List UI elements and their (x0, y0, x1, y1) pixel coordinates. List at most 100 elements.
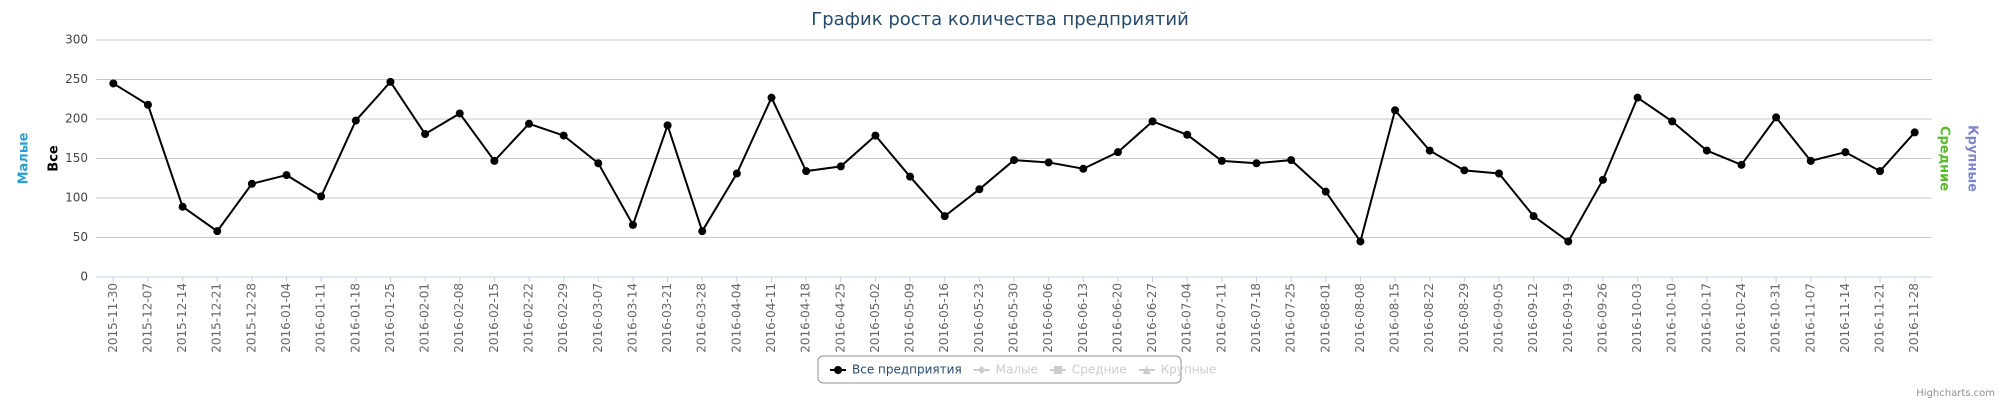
x-tick-label: 2016-10-17 (1699, 283, 1713, 353)
point (247, 179, 256, 188)
point (143, 100, 152, 109)
point (698, 227, 707, 236)
x-tick-label: 2015-12-07 (140, 283, 154, 353)
x-tick-label: 2016-01-11 (314, 283, 328, 353)
point (1148, 117, 1157, 126)
legend-item[interactable]: Средние (1072, 363, 1127, 377)
x-tick-label: 2016-01-18 (348, 283, 362, 353)
y-tick-label: 250 (65, 72, 88, 86)
x-tick-label: 2016-08-22 (1422, 283, 1436, 353)
point (594, 159, 603, 168)
x-tick-label: 2016-07-11 (1214, 283, 1228, 353)
legend-marker (977, 366, 986, 374)
x-tick-label: 2016-11-21 (1873, 283, 1887, 353)
x-tick-label: 2015-12-14 (175, 283, 189, 353)
y-tick-label: 300 (65, 33, 88, 47)
y-axis-title: Все (47, 145, 62, 172)
point (628, 220, 637, 229)
x-tick-label: 2016-04-18 (799, 283, 813, 353)
x-tick-label: 2016-08-29 (1457, 283, 1471, 353)
x-tick-label: 2016-02-01 (418, 283, 432, 353)
point (1460, 166, 1469, 175)
x-tick-label: 2016-07-25 (1284, 283, 1298, 353)
x-tick-label: 2016-06-27 (1145, 283, 1159, 353)
x-tick-label: 2016-06-13 (1076, 283, 1090, 353)
point (1876, 167, 1885, 176)
point (1529, 212, 1538, 221)
legend-item[interactable]: Малые (996, 363, 1038, 377)
x-tick-label: 2015-11-30 (106, 283, 120, 353)
y-tick-label: 100 (65, 191, 88, 205)
point (1321, 187, 1330, 196)
point (1702, 146, 1711, 155)
x-tick-label: 2016-02-08 (452, 283, 466, 353)
point (1910, 128, 1919, 137)
legend-box (817, 355, 1182, 384)
x-tick-label: 2016-03-21 (660, 283, 674, 353)
x-tick-label: 2016-05-23 (972, 283, 986, 353)
point (421, 130, 430, 139)
x-tick-label: 2016-11-14 (1838, 283, 1852, 353)
x-tick-label: 2016-05-16 (937, 283, 951, 353)
x-tick-label: 2016-08-01 (1318, 283, 1332, 353)
x-tick-label: 2015-12-28 (244, 283, 258, 353)
point (455, 109, 464, 118)
x-tick-label: 2016-08-08 (1353, 283, 1367, 353)
point (1598, 175, 1607, 184)
point (767, 93, 776, 102)
x-tick-label: 2016-10-31 (1769, 283, 1783, 353)
legend-item[interactable]: Крупные (1161, 363, 1217, 377)
x-tick-label: 2016-05-02 (868, 283, 882, 353)
point (1806, 156, 1815, 165)
legend-marker (1053, 366, 1062, 374)
point (1841, 148, 1850, 157)
point (1633, 93, 1642, 102)
point (1113, 148, 1122, 157)
point (282, 171, 291, 180)
point (386, 77, 395, 86)
credits[interactable]: Highcharts.com (1916, 388, 1995, 399)
x-tick-label: 2016-05-09 (903, 283, 917, 353)
legend-item[interactable]: Все предприятия (852, 363, 962, 377)
x-tick-label: 2016-04-11 (764, 283, 778, 353)
point (1668, 117, 1677, 126)
x-tick-label: 2016-04-04 (729, 283, 743, 353)
point (940, 212, 949, 221)
point (559, 131, 568, 140)
point (732, 169, 741, 178)
x-tick-label: 2016-07-18 (1249, 283, 1263, 353)
x-tick-label: 2016-03-28 (695, 283, 709, 353)
legend-marker (834, 366, 842, 374)
x-tick-label: 2016-11-28 (1907, 283, 1921, 353)
x-tick-label: 2016-06-20 (1110, 283, 1124, 353)
point (1010, 156, 1018, 165)
point (663, 121, 672, 130)
x-tick-label: 2016-02-22 (522, 283, 536, 353)
y-tick-label: 150 (65, 151, 88, 165)
point (1079, 164, 1088, 173)
point (1425, 146, 1434, 155)
x-tick-label: 2016-11-07 (1803, 283, 1817, 353)
x-tick-label: 2016-07-04 (1180, 283, 1194, 353)
point (1183, 130, 1192, 139)
x-tick-label: 2016-08-15 (1388, 283, 1402, 353)
point (871, 131, 880, 140)
point (1564, 237, 1573, 246)
point (1737, 160, 1746, 169)
y-axis-title: Крупные (1965, 125, 1980, 192)
x-tick-label: 2016-01-25 (383, 283, 397, 353)
point (213, 227, 222, 236)
point (836, 162, 845, 171)
x-tick-label: 2016-03-07 (591, 283, 605, 353)
x-tick-label: 2016-01-04 (279, 283, 293, 353)
point (1252, 159, 1261, 168)
x-tick-label: 2016-06-06 (1041, 283, 1055, 353)
point (1044, 158, 1053, 167)
x-tick-label: 2016-02-15 (487, 283, 501, 353)
x-tick-label: 2016-04-25 (833, 283, 847, 353)
x-tick-label: 2016-10-24 (1734, 283, 1748, 353)
y-tick-label: 200 (65, 112, 88, 126)
point (1356, 237, 1365, 246)
x-tick-label: 2016-10-10 (1665, 283, 1679, 353)
